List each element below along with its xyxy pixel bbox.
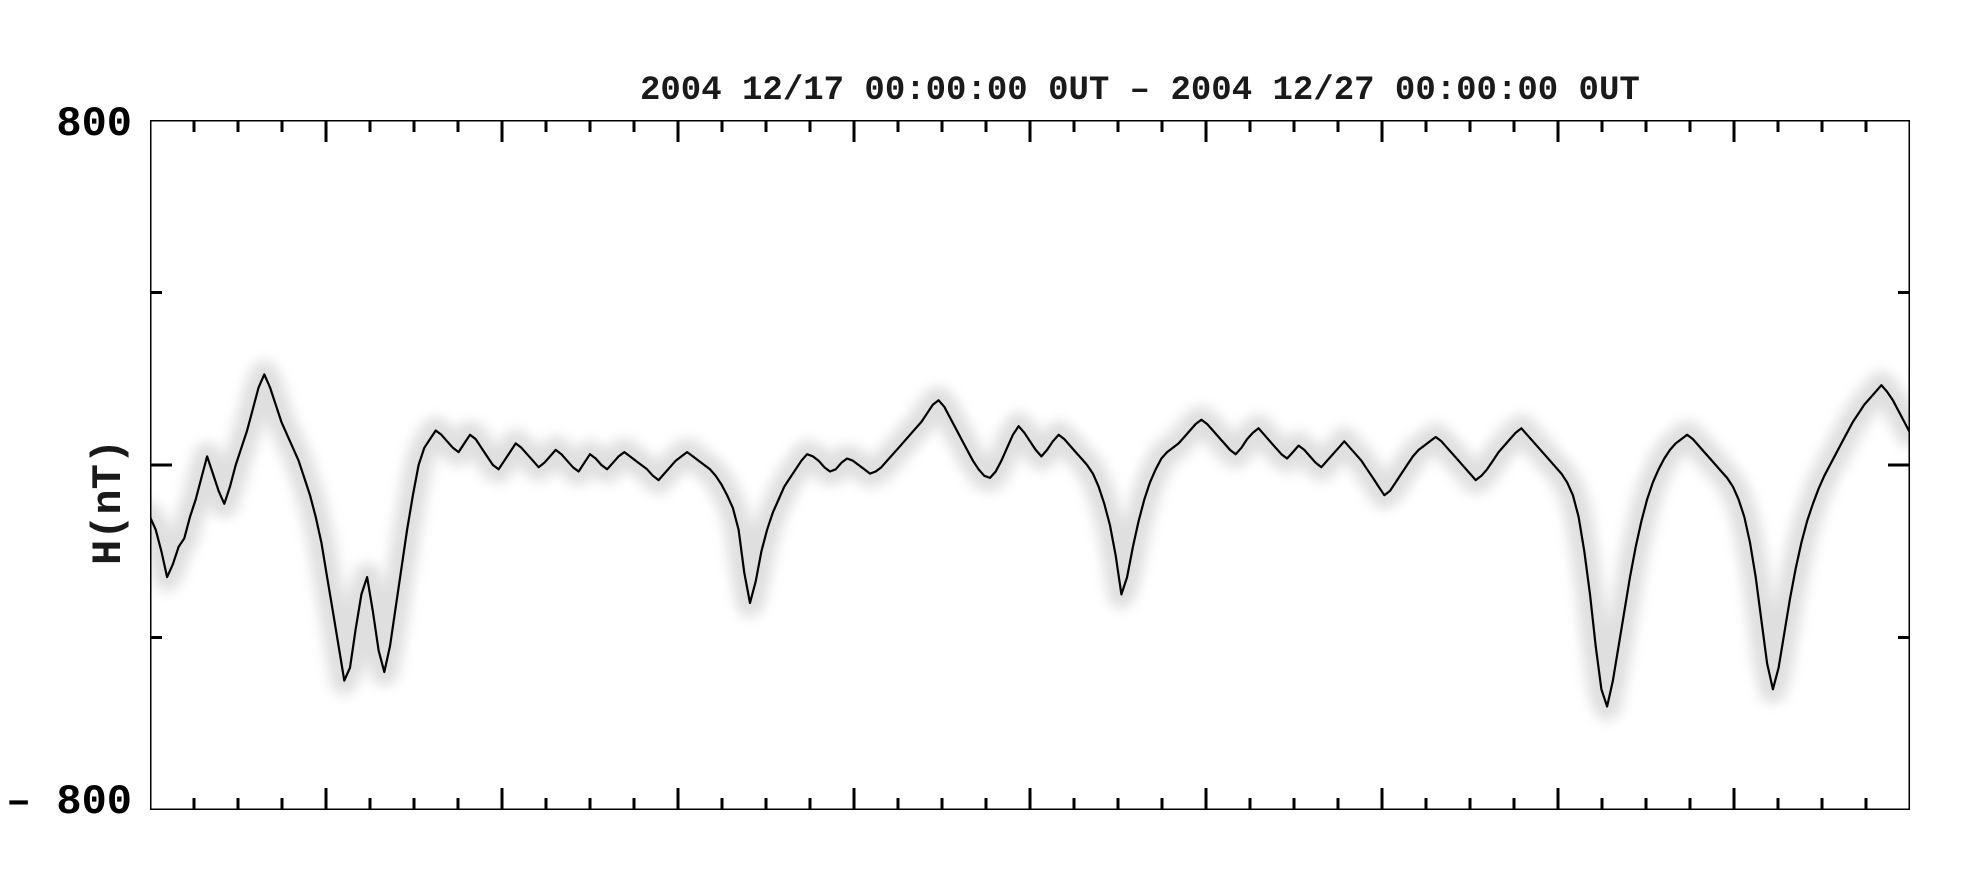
chart-title: 2004 12/17 00:00:00 0UT – 2004 12/27 00:… <box>640 72 1640 110</box>
y-tick-label-top: 800 <box>20 100 132 148</box>
chart-page: 2004 12/17 00:00:00 0UT – 2004 12/27 00:… <box>0 0 1964 880</box>
time-series-plot <box>150 120 1910 810</box>
y-tick-label-bottom: – 800 <box>0 778 132 826</box>
y-axis-label: H(nT) <box>85 439 133 565</box>
